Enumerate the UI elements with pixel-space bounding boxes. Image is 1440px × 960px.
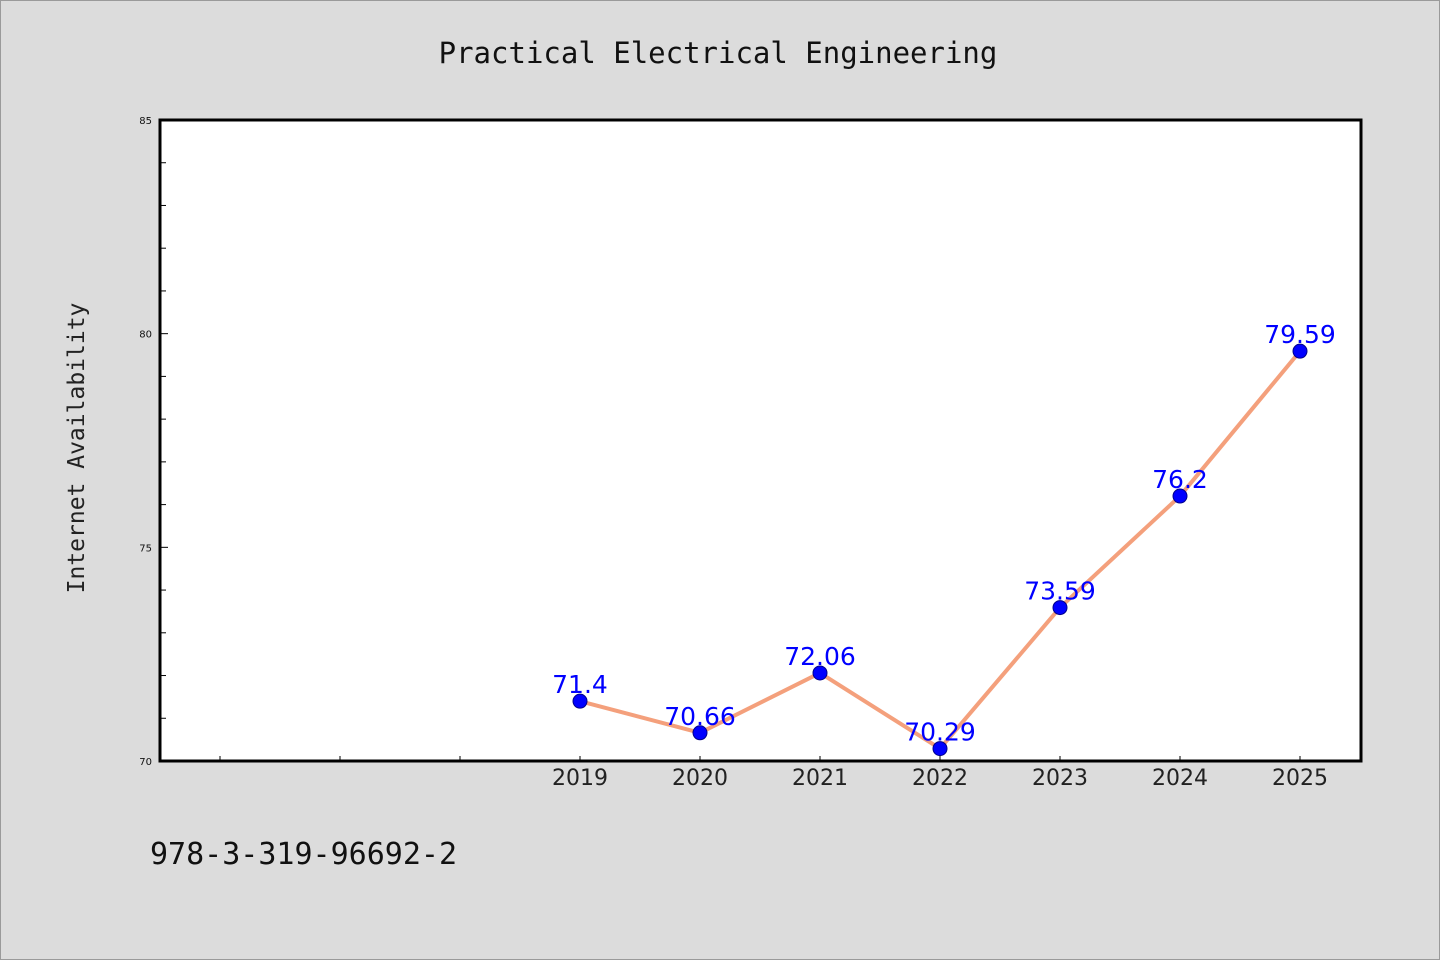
data-label: 73.59 xyxy=(1024,577,1096,606)
y-axis: 70 75 80 85 xyxy=(139,116,168,768)
footnote-isbn: 978-3-319-96692-2 xyxy=(150,837,457,872)
x-tick-label: 2022 xyxy=(912,766,968,791)
data-point xyxy=(692,725,708,741)
x-tick-label: 2021 xyxy=(792,766,848,791)
data-label: 70.29 xyxy=(904,718,976,747)
y-tick-label: 75 xyxy=(139,543,152,554)
data-label: 76.2 xyxy=(1152,465,1208,494)
data-label: 79.59 xyxy=(1264,320,1336,349)
data-label: 70.66 xyxy=(664,702,736,731)
x-tick-label: 2025 xyxy=(1272,766,1328,791)
y-tick-label: 85 xyxy=(139,116,152,127)
data-point xyxy=(1292,343,1308,359)
x-tick-label: 2023 xyxy=(1032,766,1088,791)
data-point xyxy=(572,693,588,709)
data-point xyxy=(1172,488,1188,504)
y-tick-label: 70 xyxy=(139,757,152,768)
x-tick-label: 2020 xyxy=(672,766,728,791)
data-point xyxy=(932,741,948,757)
x-axis: 2019 2020 2021 2022 2023 2024 2025 xyxy=(219,756,1328,791)
plot-area xyxy=(158,118,1363,763)
x-tick-label: 2024 xyxy=(1152,766,1208,791)
y-axis-label: Internet Availability xyxy=(64,303,90,594)
data-point xyxy=(1052,600,1068,616)
data-label: 71.4 xyxy=(552,670,608,699)
data-point xyxy=(812,665,828,681)
series: 71.4 70.66 72.06 70.29 73.59 76.2 79.59 xyxy=(552,320,1336,757)
chart-title: Practical Electrical Engineering xyxy=(439,36,998,70)
x-tick-label: 2019 xyxy=(552,766,608,791)
data-label: 72.06 xyxy=(784,642,856,671)
y-tick-label: 80 xyxy=(139,330,152,341)
